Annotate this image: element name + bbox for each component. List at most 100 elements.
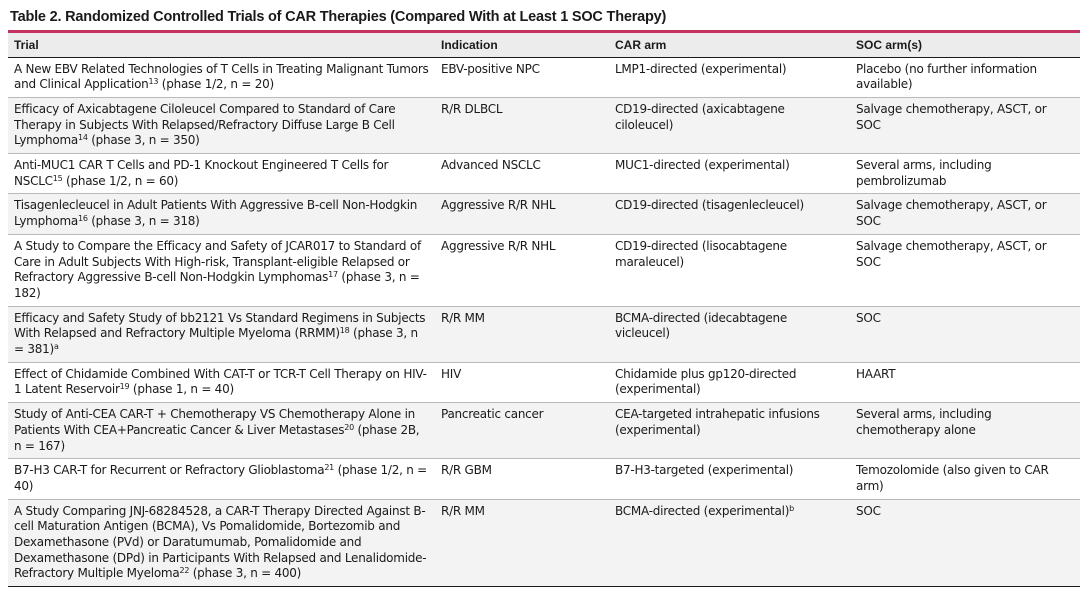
trial-name: Efficacy of Axicabtagene Ciloleucel Comp… [14,101,396,148]
trial-cell: Efficacy of Axicabtagene Ciloleucel Comp… [8,97,435,155]
header-row: Trial Indication CAR arm SOC arm(s) [8,33,1080,58]
car-arm-cell: MUC1-directed (experimental) [609,153,850,195]
table-row: Effect of Chidamide Combined With CAT-T … [8,362,1080,404]
soc-arm-cell: Several arms, including chemotherapy alo… [850,402,1080,460]
trial-phase-size: (phase 3, n = 182) [14,270,420,300]
table-row: Efficacy of Axicabtagene Ciloleucel Comp… [8,97,1080,155]
trial-phase-size: (phase 1/2, n = 40) [14,463,427,493]
trial-cell: Efficacy and Safety Study of bb2121 Vs S… [8,306,435,363]
reference-number: 15 [52,173,63,183]
car-arm-text: CEA-targeted intrahepatic infusions (exp… [615,407,820,437]
car-arm-cell: CEA-targeted intrahepatic infusions (exp… [609,402,850,460]
car-arm-cell: BCMA-directed (experimental)b [609,499,850,588]
header-trial: Trial [8,33,435,58]
trial-name: Effect of Chidamide Combined With CAT-T … [14,366,427,397]
trial-cell: Effect of Chidamide Combined With CAT-T … [8,362,435,404]
table-row: A New EBV Related Technologies of T Cell… [8,57,1080,98]
trial-name: Anti-MUC1 CAR T Cells and PD-1 Knockout … [14,158,389,188]
header-soc-arm: SOC arm(s) [850,33,1080,58]
table-body: A New EBV Related Technologies of T Cell… [8,57,1080,588]
trial-phase-size: (phase 3, n = 350) [87,133,200,148]
car-arm-cell: CD19-directed (tisagenlecleucel) [609,193,850,235]
trial-phase-size: (phase 1/2, n = 20) [158,77,274,92]
reference-number: 21 [324,463,335,473]
footnote-marker: a [53,342,59,352]
footnote-marker: b [789,503,794,513]
header-indication: Indication [435,33,609,58]
soc-arm-cell: HAART [850,362,1080,404]
car-arm-text: BCMA-directed (idecabtagene vicleucel) [615,310,788,341]
reference-number: 20 [344,422,354,432]
car-arm-text: CD19-directed (tisagenlecleucel) [615,198,804,213]
car-arm-text: MUC1-directed (experimental) [615,158,790,173]
table-header: Trial Indication CAR arm SOC arm(s) [8,33,1080,58]
indication-cell: HIV [435,362,609,404]
soc-arm-cell: Placebo (no further information availabl… [850,57,1080,98]
indication-cell: R/R MM [435,306,609,363]
car-arm-cell: B7-H3-targeted (experimental) [609,458,850,500]
car-arm-text: Chidamide plus gp120-directed (experimen… [615,366,797,397]
soc-arm-cell: Several arms, including pembrolizumab [850,153,1080,195]
trial-name: A New EBV Related Technologies of T Cell… [14,61,429,92]
trial-name: Tisagenlecleucel in Adult Patients With … [14,198,418,229]
car-arm-cell: Chidamide plus gp120-directed (experimen… [609,362,850,404]
car-arm-cell: CD19-directed (axicabtagene ciloleucel) [609,97,850,155]
indication-cell: R/R GBM [435,458,609,500]
trial-cell: Study of Anti-CEA CAR-T + Chemotherapy V… [8,402,435,460]
reference-number: 13 [148,77,159,87]
trial-phase-size: (phase 1/2, n = 60) [62,173,179,188]
car-arm-text: B7-H3-targeted (experimental) [615,463,794,478]
indication-cell: Advanced NSCLC [435,153,609,195]
reference-number: 18 [339,326,350,336]
table-row: Anti-MUC1 CAR T Cells and PD-1 Knockout … [8,153,1080,195]
table-container: Table 2. Randomized Controlled Trials of… [8,4,1080,588]
indication-cell: EBV-positive NPC [435,57,609,98]
trial-phase-size: (phase 3, n = 318) [87,214,200,229]
soc-arm-cell: Salvage chemotherapy, ASCT, or SOC [850,193,1080,235]
trial-cell: A Study Comparing JNJ-68284528, a CAR-T … [8,499,435,588]
table-row: B7-H3 CAR-T for Recurrent or Refractory … [8,458,1080,500]
indication-cell: R/R DLBCL [435,97,609,155]
trial-phase-size: (phase 2B, n = 167) [14,422,420,453]
trial-phase-size: (phase 3, n = 381) [14,326,418,357]
table-row: A Study Comparing JNJ-68284528, a CAR-T … [8,499,1080,588]
trial-name: B7-H3 CAR-T for Recurrent or Refractory … [14,463,325,478]
trial-cell: Tisagenlecleucel in Adult Patients With … [8,193,435,235]
car-arm-text: LMP1-directed (experimental) [615,61,787,76]
reference-number: 19 [119,382,130,392]
reference-number: 22 [179,566,190,576]
header-car-arm: CAR arm [609,33,850,58]
trial-name: A Study to Compare the Efficacy and Safe… [14,238,421,285]
reference-number: 14 [77,133,88,143]
reference-number: 16 [77,214,88,224]
soc-arm-cell: SOC [850,499,1080,588]
table-row: Study of Anti-CEA CAR-T + Chemotherapy V… [8,402,1080,460]
indication-cell: Aggressive R/R NHL [435,193,609,235]
trial-name: Study of Anti-CEA CAR-T + Chemotherapy V… [14,407,416,437]
trial-cell: A Study to Compare the Efficacy and Safe… [8,234,435,307]
table-row: A Study to Compare the Efficacy and Safe… [8,234,1080,307]
soc-arm-cell: SOC [850,306,1080,363]
trial-cell: Anti-MUC1 CAR T Cells and PD-1 Knockout … [8,153,435,195]
indication-cell: Aggressive R/R NHL [435,234,609,307]
indication-cell: Pancreatic cancer [435,402,609,460]
car-arm-text: BCMA-directed (experimental) [615,503,790,518]
trial-phase-size: (phase 3, n = 400) [189,566,302,581]
soc-arm-cell: Salvage chemotherapy, ASCT, or SOC [850,97,1080,155]
table-title: Table 2. Randomized Controlled Trials of… [8,4,1080,33]
indication-cell: R/R MM [435,499,609,588]
car-arm-cell: BCMA-directed (idecabtagene vicleucel) [609,306,850,363]
trial-cell: B7-H3 CAR-T for Recurrent or Refractory … [8,458,435,500]
car-arm-cell: LMP1-directed (experimental) [609,57,850,98]
trial-name: Efficacy and Safety Study of bb2121 Vs S… [14,310,426,341]
soc-arm-cell: Salvage chemotherapy, ASCT, or SOC [850,234,1080,307]
reference-number: 17 [328,270,338,280]
car-arm-cell: CD19-directed (lisocabtagene maraleucel) [609,234,850,307]
table-row: Efficacy and Safety Study of bb2121 Vs S… [8,306,1080,363]
trial-name: A Study Comparing JNJ-68284528, a CAR-T … [14,503,427,581]
trial-phase-size: (phase 1, n = 40) [129,382,234,397]
table-row: Tisagenlecleucel in Adult Patients With … [8,193,1080,235]
trials-table: Trial Indication CAR arm SOC arm(s) A Ne… [8,33,1080,588]
car-arm-text: CD19-directed (axicabtagene ciloleucel) [615,101,785,132]
soc-arm-cell: Temozolomide (also given to CAR arm) [850,458,1080,500]
